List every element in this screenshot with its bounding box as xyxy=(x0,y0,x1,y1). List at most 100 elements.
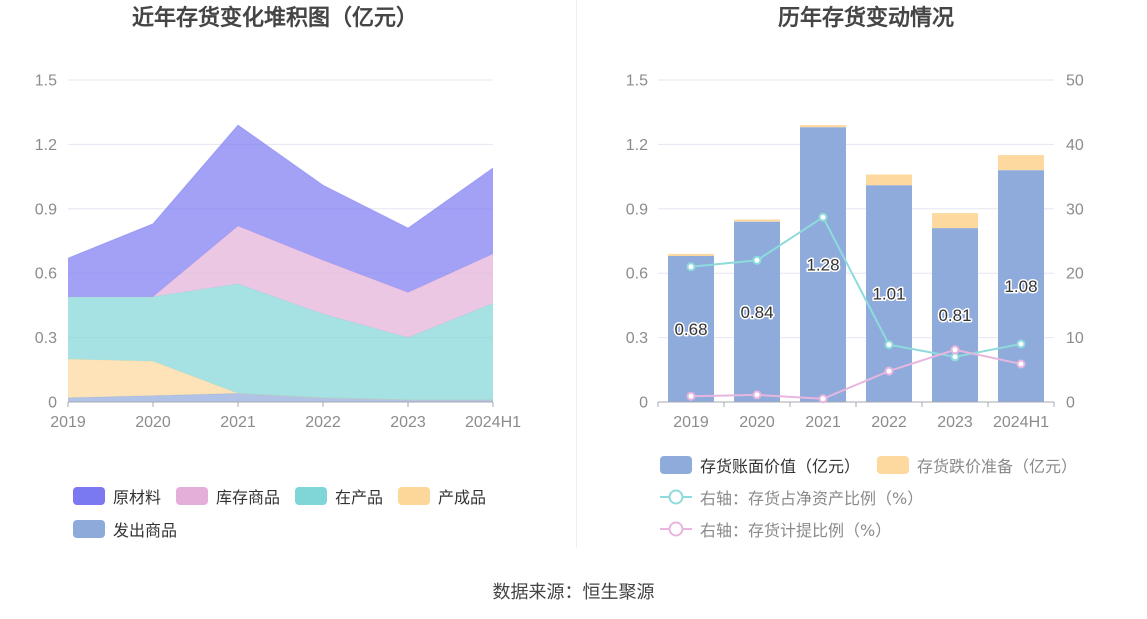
x-tick-label: 2021 xyxy=(805,414,841,431)
legend-item-goods-in-stock[interactable]: 库存商品 xyxy=(176,486,281,507)
legend-label: 发出商品 xyxy=(113,521,178,540)
legend-label: 右轴：存货占净资产比例（%） xyxy=(700,489,924,508)
point-net-asset-ratio xyxy=(950,352,960,362)
bar-data-label: 1.28 xyxy=(806,256,839,275)
line-legend-icon xyxy=(660,521,692,537)
bar-data-label: 0.68 xyxy=(674,320,707,339)
left-y-axis: 0 0.3 0.6 0.9 1.2 1.5 xyxy=(626,73,648,412)
legend-label: 右轴：存货计提比例（%） xyxy=(700,521,892,540)
right-y-tick-label: 40 xyxy=(1066,137,1084,154)
y-tick-label: 1.2 xyxy=(35,137,57,154)
panel-divider xyxy=(576,0,577,548)
y-tick-label: 0.9 xyxy=(35,201,57,218)
line-provision-ratio xyxy=(690,348,1022,400)
legend-label: 存货跌价准备（亿元） xyxy=(917,457,1078,476)
bar-book-value xyxy=(800,127,846,402)
area-series-group xyxy=(67,124,494,402)
stacked-area-chart: 0 0.3 0.6 0.9 1.2 1.5 2019 2020 2021 2022 2023 2024… xyxy=(35,73,521,432)
legend-label: 库存商品 xyxy=(216,488,281,507)
legend-label: 原材料 xyxy=(113,488,162,507)
charts-canvas: 0 0.3 0.6 0.9 1.2 1.5 2019 2020 2021 2022 2023 2024… xyxy=(35,73,1084,432)
x-tick-label: 2021 xyxy=(220,414,256,431)
y-tick-label: 0 xyxy=(48,395,57,412)
legend-swatch xyxy=(176,487,208,505)
point-net-asset-ratio xyxy=(686,262,696,272)
bar-data-label: 1.01 xyxy=(872,285,905,304)
bar-impairment-provision xyxy=(668,253,714,256)
left-y-tick-label: 0.6 xyxy=(626,266,648,283)
bar-data-label: 0.84 xyxy=(740,303,773,322)
right-y-tick-label: 20 xyxy=(1066,266,1084,283)
point-net-asset-ratio xyxy=(818,212,828,222)
y-tick-label: 0.6 xyxy=(35,266,57,283)
bar-data-label: 0.81 xyxy=(938,306,971,325)
point-provision-ratio xyxy=(752,390,762,400)
x-tick-label: 2023 xyxy=(937,414,973,431)
legend-label: 产成品 xyxy=(438,488,487,507)
grid-lines xyxy=(658,79,1054,339)
legend-item-net-asset-ratio[interactable]: 右轴：存货占净资产比例（%） xyxy=(660,487,924,508)
bar-impairment-provision xyxy=(932,213,978,229)
legend-label: 存货账面价值（亿元） xyxy=(700,457,861,476)
x-tick-label: 2022 xyxy=(871,414,907,431)
series-line-raw-materials xyxy=(67,124,494,259)
bar-impairment-provision xyxy=(734,219,780,222)
inventory-change-chart-title: 历年存货变动情况 xyxy=(777,6,954,31)
legend-swatch xyxy=(295,487,327,505)
area-goods-in-stock xyxy=(68,226,493,338)
bar-impairment-provision xyxy=(866,174,912,186)
y-tick-label: 0.3 xyxy=(35,330,57,347)
y-axis: 0 0.3 0.6 0.9 1.2 1.5 xyxy=(35,73,57,412)
legend-item-work-in-progress[interactable]: 在产品 xyxy=(295,486,384,507)
point-provision-ratio xyxy=(686,391,696,401)
x-tick-label: 2024H1 xyxy=(465,414,521,431)
area-raw-materials xyxy=(68,125,493,297)
point-provision-ratio xyxy=(818,394,828,404)
bar-impairment-provision xyxy=(800,125,846,128)
legend-swatch xyxy=(660,456,692,474)
x-tick-label: 2019 xyxy=(673,414,709,431)
x-axis: 2019 2020 2021 2022 2023 2024H1 xyxy=(50,401,521,431)
x-tick-label: 2020 xyxy=(739,414,775,431)
bar-impairment-provision xyxy=(998,155,1044,171)
legend-swatch xyxy=(398,487,430,505)
legend-item-provision-ratio[interactable]: 右轴：存货计提比例（%） xyxy=(660,519,892,540)
point-net-asset-ratio xyxy=(884,340,894,350)
right-y-tick-label: 50 xyxy=(1066,73,1084,90)
legend-label: 在产品 xyxy=(335,488,384,507)
left-y-tick-label: 1.2 xyxy=(626,137,648,154)
left-y-tick-label: 0.9 xyxy=(626,201,648,218)
stacked-area-chart-title: 近年存货变化堆积图（亿元） xyxy=(131,6,418,31)
x-tick-label: 2024H1 xyxy=(993,414,1049,431)
x-tick-label: 2020 xyxy=(135,414,171,431)
left-y-tick-label: 1.5 xyxy=(626,73,648,90)
left-y-tick-label: 0.3 xyxy=(626,330,648,347)
legend-item-impairment-provision[interactable]: 存货跌价准备（亿元） xyxy=(877,455,1078,476)
right-y-tick-label: 10 xyxy=(1066,330,1084,347)
left-y-tick-label: 0 xyxy=(639,395,648,412)
right-y-axis: 0 10 20 30 40 50 xyxy=(1066,73,1084,412)
line-net-asset-ratio xyxy=(690,215,1022,358)
legend-swatch xyxy=(877,456,909,474)
legend-item-goods-shipped[interactable]: 发出商品 xyxy=(73,519,178,540)
area-goods-shipped xyxy=(68,393,493,402)
right-y-tick-label: 30 xyxy=(1066,201,1084,218)
legend-item-finished-products[interactable]: 产成品 xyxy=(398,486,487,507)
point-provision-ratio xyxy=(950,345,960,355)
line-legend-icon xyxy=(660,489,692,505)
bar-line-chart: 0 0.3 0.6 0.9 1.2 1.50 10 20 30 40 50 2019 2020 2021 2… xyxy=(626,73,1084,432)
legend-item-book-value[interactable]: 存货账面价值（亿元） xyxy=(660,455,861,476)
bar-book-value xyxy=(734,221,780,402)
area-finished-products xyxy=(68,359,493,400)
data-source-note: 数据来源：恒生聚源 xyxy=(492,582,655,603)
point-provision-ratio xyxy=(1016,359,1026,369)
point-net-asset-ratio xyxy=(1016,339,1026,349)
bar-data-labels: 0.68 0.84 1.28 1.01 0.81 1.08 xyxy=(673,254,1039,340)
x-tick-label: 2022 xyxy=(305,414,341,431)
point-provision-ratio xyxy=(884,366,894,376)
legend-item-raw-materials[interactable]: 原材料 xyxy=(73,486,162,507)
point-net-asset-ratio xyxy=(752,255,762,265)
legend-swatch xyxy=(73,487,105,505)
x-tick-label: 2019 xyxy=(50,414,86,431)
area-work-in-progress xyxy=(68,283,493,400)
